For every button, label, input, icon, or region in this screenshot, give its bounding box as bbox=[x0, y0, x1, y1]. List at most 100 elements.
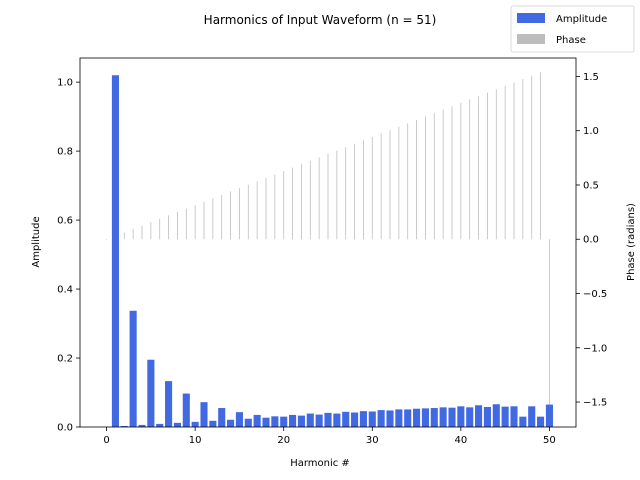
phase-bar bbox=[106, 239, 107, 240]
amplitude-bar bbox=[333, 413, 341, 427]
phase-bar bbox=[407, 123, 409, 240]
phase-bar bbox=[425, 116, 426, 240]
phase-bar bbox=[221, 194, 223, 240]
x-axis: 0 10 20 30 40 50 bbox=[103, 427, 556, 446]
phase-bar bbox=[123, 232, 125, 240]
amplitude-bar bbox=[218, 408, 226, 427]
amplitude-bar bbox=[430, 408, 438, 427]
phase-bar bbox=[363, 140, 364, 240]
x-axis-label: Harmonic # bbox=[290, 458, 350, 469]
phase-bar bbox=[345, 147, 347, 240]
phase-bar bbox=[442, 109, 444, 240]
amplitude-bar bbox=[138, 424, 146, 427]
amplitude-bar bbox=[280, 416, 288, 427]
phase-bar bbox=[495, 89, 497, 240]
legend-label-phase: Phase bbox=[556, 35, 586, 46]
phase-bar bbox=[354, 143, 355, 240]
phase-series bbox=[106, 72, 550, 410]
amplitude-bar bbox=[386, 410, 394, 427]
y-tick-label: 0.2 bbox=[57, 354, 73, 365]
amplitude-bar bbox=[129, 310, 137, 427]
amplitude-bar bbox=[545, 404, 553, 427]
phase-bar bbox=[478, 96, 479, 240]
amplitude-bar bbox=[377, 410, 385, 427]
phase-bar bbox=[549, 239, 550, 410]
amplitude-bar bbox=[244, 418, 252, 427]
y-tick-label: 0.8 bbox=[57, 147, 73, 158]
y-axis-label: Amplitude bbox=[31, 216, 42, 267]
phase-bar bbox=[398, 126, 400, 240]
amplitude-bar bbox=[306, 413, 314, 427]
amplitude-bar bbox=[528, 406, 536, 427]
chart-title: Harmonics of Input Waveform (n = 51) bbox=[204, 13, 437, 27]
phase-bar bbox=[504, 85, 506, 240]
amplitude-bar bbox=[368, 411, 376, 427]
amplitude-bar bbox=[209, 420, 217, 427]
amplitude-bar bbox=[324, 412, 332, 427]
amplitude-bar bbox=[173, 422, 181, 427]
phase-bar bbox=[513, 82, 515, 240]
phase-bar bbox=[177, 212, 178, 240]
x-tick-label: 40 bbox=[454, 435, 467, 446]
legend-swatch-amplitude bbox=[517, 13, 545, 23]
y-axis-left: 0.0 0.2 0.4 0.6 0.8 1.0 bbox=[57, 78, 80, 434]
amplitude-series bbox=[111, 75, 553, 428]
phase-bar bbox=[460, 102, 462, 240]
phase-bar bbox=[380, 133, 382, 240]
y-tick-label: 0.6 bbox=[57, 216, 73, 227]
amplitude-bar bbox=[448, 407, 456, 427]
amplitude-bar bbox=[457, 406, 465, 427]
phase-bar bbox=[194, 205, 196, 240]
amplitude-bar bbox=[439, 407, 447, 427]
phase-bar bbox=[239, 188, 240, 240]
phase-bar bbox=[230, 191, 231, 240]
amplitude-bar bbox=[537, 416, 545, 427]
y-right-tick-label: −1.5 bbox=[583, 398, 607, 409]
y-tick-label: 1.0 bbox=[57, 78, 73, 89]
amplitude-bar bbox=[182, 393, 190, 427]
legend: Amplitude Phase bbox=[510, 5, 635, 53]
x-tick-label: 10 bbox=[189, 435, 202, 446]
x-tick-label: 0 bbox=[103, 435, 109, 446]
phase-bar bbox=[185, 208, 187, 240]
phase-bar bbox=[283, 171, 285, 240]
y-axis-right-label: Phase (radians) bbox=[626, 203, 637, 281]
amplitude-bar bbox=[413, 408, 421, 427]
amplitude-bar bbox=[147, 359, 155, 427]
amplitude-bar bbox=[156, 423, 164, 427]
phase-bar bbox=[487, 92, 488, 240]
phase-bar bbox=[150, 222, 152, 240]
legend-label-amplitude: Amplitude bbox=[556, 14, 607, 25]
phase-bar bbox=[416, 119, 417, 240]
phase-bar bbox=[540, 72, 541, 240]
amplitude-bar bbox=[262, 417, 270, 427]
phase-bar bbox=[292, 167, 293, 240]
phase-bar bbox=[265, 177, 267, 240]
phase-bar bbox=[336, 150, 338, 240]
phase-bar bbox=[132, 229, 134, 240]
amplitude-bar bbox=[359, 411, 367, 427]
y-right-tick-label: 1.0 bbox=[583, 126, 599, 137]
x-tick-label: 30 bbox=[366, 435, 379, 446]
amplitude-bar bbox=[475, 405, 483, 427]
phase-bar bbox=[433, 113, 435, 240]
phase-bar bbox=[203, 201, 205, 240]
phase-bar bbox=[451, 106, 453, 240]
phase-bar bbox=[531, 75, 533, 240]
phase-bar bbox=[212, 198, 214, 240]
amplitude-bar bbox=[165, 381, 173, 427]
phase-bar bbox=[256, 181, 258, 240]
phase-bar bbox=[168, 215, 169, 240]
y-right-tick-label: 0.5 bbox=[583, 180, 599, 191]
amplitude-bar bbox=[342, 411, 350, 427]
amplitude-bar bbox=[501, 406, 509, 427]
amplitude-bar bbox=[111, 75, 119, 428]
phase-bar bbox=[522, 79, 524, 240]
y-right-tick-label: −0.5 bbox=[583, 289, 607, 300]
phase-bar bbox=[274, 174, 276, 240]
phase-bar bbox=[389, 130, 391, 240]
phase-bar bbox=[371, 137, 373, 240]
phase-bar bbox=[301, 164, 302, 240]
y-tick-label: 0.0 bbox=[57, 423, 73, 434]
